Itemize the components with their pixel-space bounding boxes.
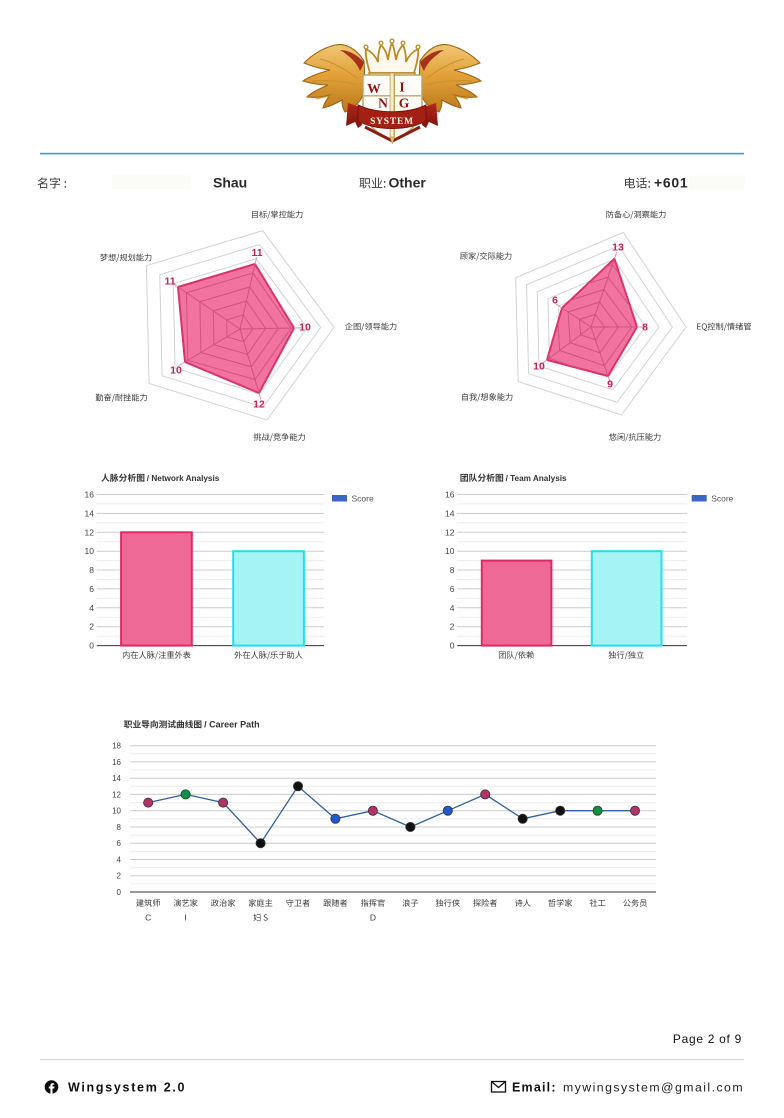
svg-text:10: 10 <box>85 546 95 556</box>
svg-text:14: 14 <box>445 508 455 518</box>
svg-text:4: 4 <box>117 856 122 865</box>
svg-text:4: 4 <box>450 603 455 613</box>
svg-text:6: 6 <box>450 584 455 594</box>
svg-text:16: 16 <box>445 490 455 500</box>
svg-text:Score: Score <box>711 494 733 504</box>
svg-text:/ Network Analysis: / Network Analysis <box>147 474 220 483</box>
svg-text:11: 11 <box>164 276 175 288</box>
svg-text:2: 2 <box>450 622 455 632</box>
svg-text:0: 0 <box>117 888 122 897</box>
svg-text:10: 10 <box>112 807 121 816</box>
svg-text:10: 10 <box>170 365 182 377</box>
svg-text:16: 16 <box>112 758 121 767</box>
svg-text:10: 10 <box>299 322 311 334</box>
svg-text:14: 14 <box>112 774 121 783</box>
svg-text:mywingsystem@gmail.com: mywingsystem@gmail.com <box>563 1081 744 1095</box>
svg-text:18: 18 <box>112 742 121 751</box>
svg-text:I: I <box>184 913 186 923</box>
svg-text:12: 12 <box>253 399 265 411</box>
svg-text:2: 2 <box>89 622 94 632</box>
svg-text:6: 6 <box>552 295 558 307</box>
svg-text:6: 6 <box>117 839 122 848</box>
svg-text:Email:: Email: <box>512 1081 557 1095</box>
svg-text:12: 12 <box>112 790 121 799</box>
svg-text:10: 10 <box>445 546 455 556</box>
svg-text:Shau: Shau <box>213 175 247 191</box>
svg-text:0: 0 <box>89 641 94 651</box>
svg-text:8: 8 <box>89 565 94 575</box>
svg-text:6: 6 <box>89 584 94 594</box>
svg-text:SYSTEM: SYSTEM <box>370 117 414 127</box>
svg-text:10: 10 <box>533 361 545 373</box>
svg-text:W: W <box>367 81 381 96</box>
svg-text:C: C <box>145 913 151 923</box>
svg-text:8: 8 <box>642 322 648 334</box>
svg-text:9: 9 <box>607 379 613 391</box>
svg-text:Score: Score <box>352 494 374 504</box>
svg-text:0: 0 <box>450 641 455 651</box>
svg-text:Wingsystem 2.0: Wingsystem 2.0 <box>68 1081 186 1095</box>
svg-text:2: 2 <box>117 872 122 881</box>
svg-text:14: 14 <box>85 508 95 518</box>
svg-text:/ Team Analysis: / Team Analysis <box>506 474 567 483</box>
svg-text:I: I <box>399 80 404 95</box>
svg-text:16: 16 <box>85 490 95 500</box>
svg-text:G: G <box>399 96 410 111</box>
svg-text:12: 12 <box>85 527 95 537</box>
svg-text:N: N <box>378 96 388 111</box>
svg-text:8: 8 <box>117 823 122 832</box>
svg-text:12: 12 <box>445 527 455 537</box>
svg-text:Other: Other <box>389 175 427 191</box>
svg-text:Page 2 of 9: Page 2 of 9 <box>673 1032 742 1046</box>
svg-text:11: 11 <box>251 247 262 259</box>
svg-text:8: 8 <box>450 565 455 575</box>
svg-text:D: D <box>370 913 376 923</box>
svg-text:4: 4 <box>89 603 94 613</box>
svg-text:+601: +601 <box>654 175 688 191</box>
svg-text:/ Career Path: / Career Path <box>204 720 260 730</box>
svg-text:13: 13 <box>612 242 624 254</box>
